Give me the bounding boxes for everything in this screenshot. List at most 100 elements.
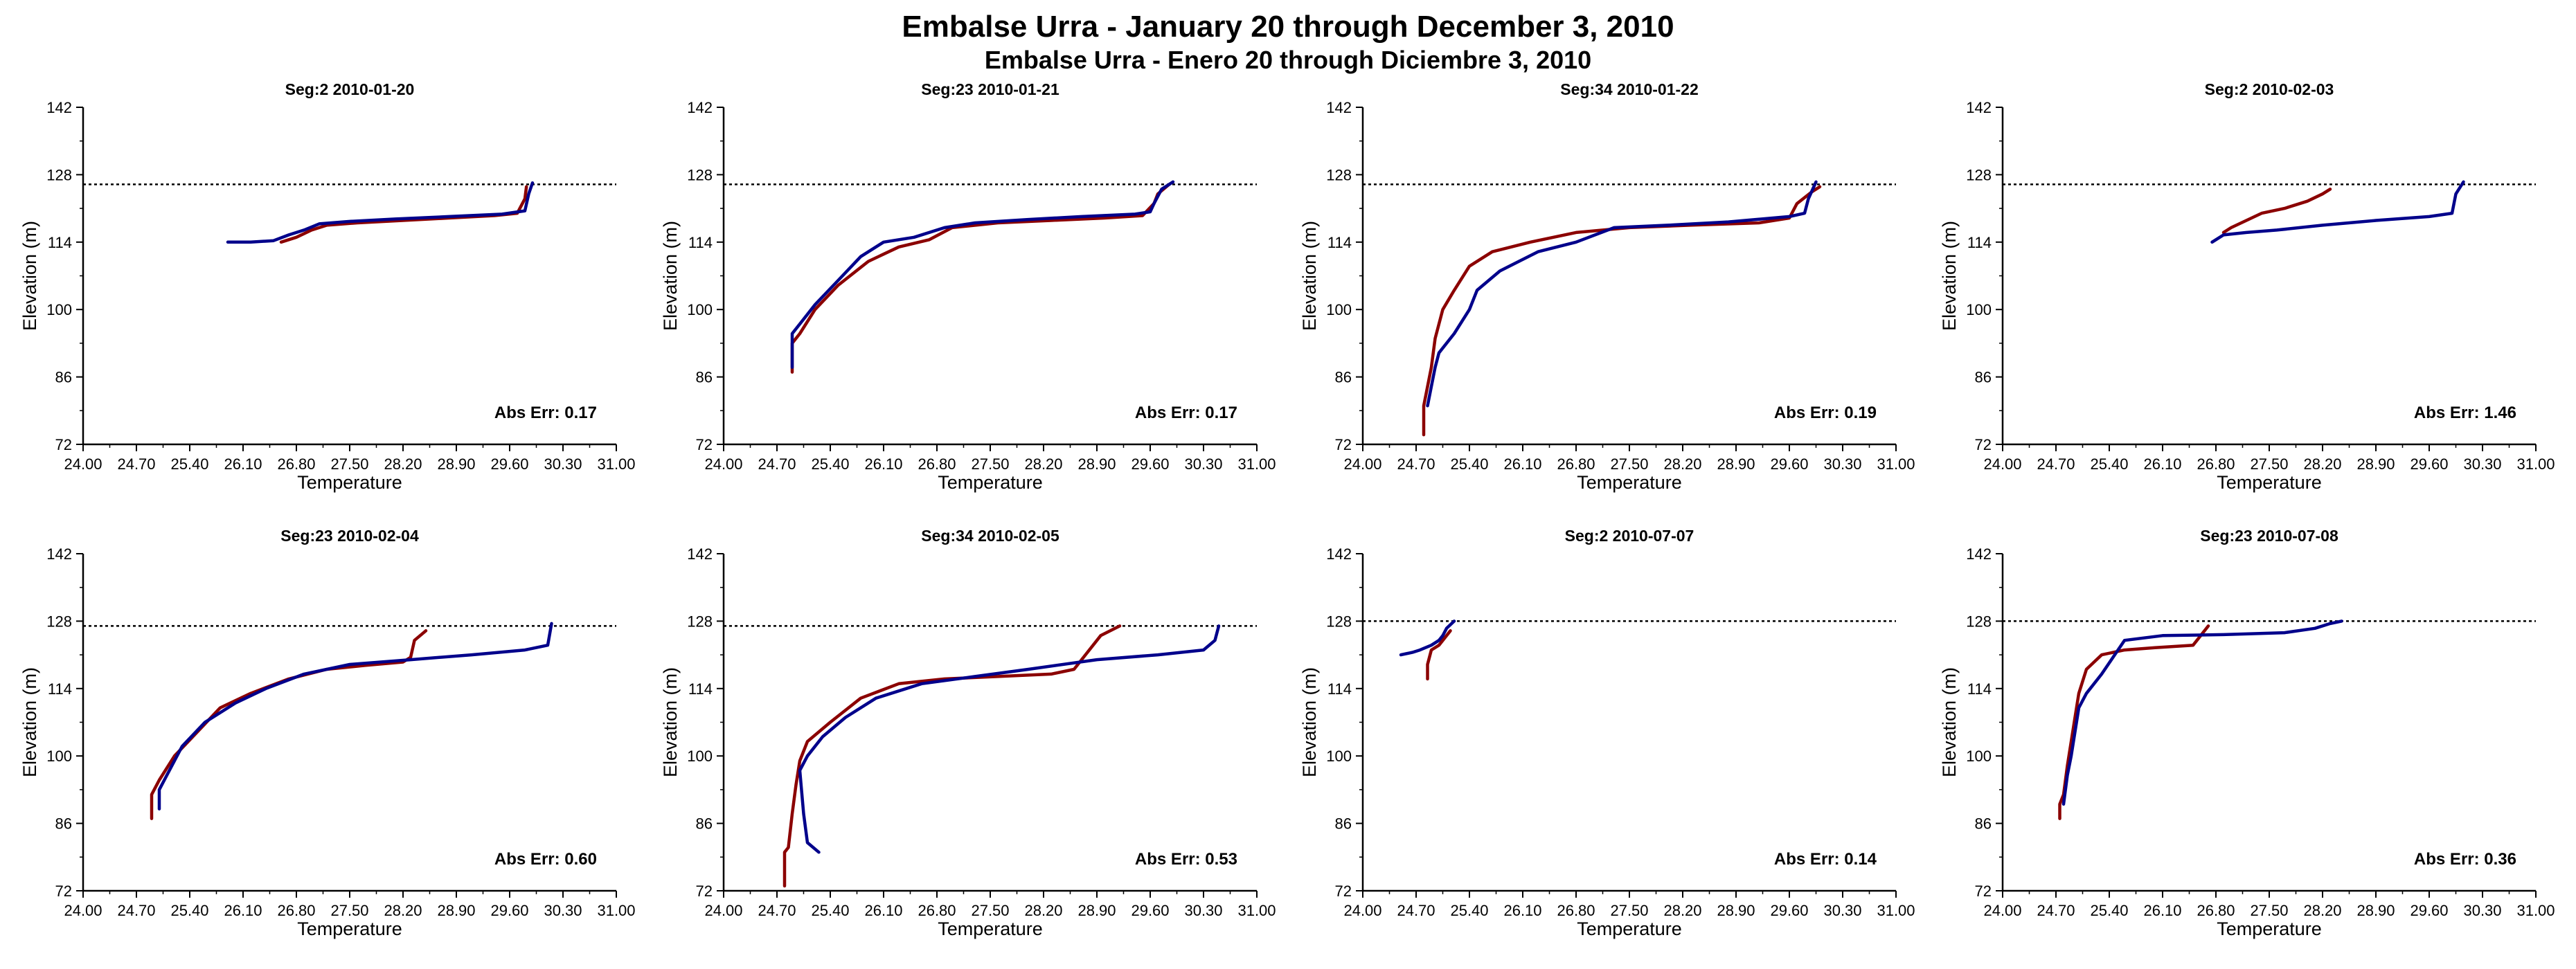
y-tick-label: 100 xyxy=(687,301,713,318)
series-line-1 xyxy=(782,624,1122,888)
chart-title: Seg:23 2010-01-21 xyxy=(921,80,1059,98)
chart-panel-1: Seg:2 2010-01-20 72 86 100 114 128 142 24.00 24.… xyxy=(19,80,636,493)
x-tick-label: 27.50 xyxy=(2250,455,2288,473)
y-tick-label: 100 xyxy=(46,748,72,765)
y-tick-label: 128 xyxy=(1966,166,1992,183)
x-tick-label: 24.00 xyxy=(64,455,102,473)
chart-title: Seg:23 2010-07-08 xyxy=(2200,527,2338,545)
y-tick-label: 142 xyxy=(1326,545,1352,563)
series-line-2 xyxy=(226,181,535,244)
x-tick-label: 25.40 xyxy=(1450,455,1488,473)
y-tick-label: 100 xyxy=(1966,301,1992,318)
series-line-2 xyxy=(2210,180,2465,244)
y-tick-label: 86 xyxy=(696,815,713,833)
x-tick-label: 31.00 xyxy=(1877,455,1915,473)
y-tick-label: 142 xyxy=(687,99,713,116)
x-tick-label: 30.30 xyxy=(1184,455,1222,473)
y-tick-label: 72 xyxy=(696,882,713,900)
y-tick-label: 72 xyxy=(55,436,72,453)
x-axis-label: Temperature xyxy=(297,472,402,493)
x-tick-label: 28.90 xyxy=(1077,455,1116,473)
chart-panel-8: Seg:23 2010-07-08 72 86 100 114 128 142 24.00 24… xyxy=(1939,527,2555,939)
y-tick-label: 114 xyxy=(1327,234,1352,251)
x-tick-label: 31.00 xyxy=(1237,455,1276,473)
y-tick-label: 114 xyxy=(688,680,713,698)
series-line-1 xyxy=(2058,624,2210,820)
y-axis-label: Elevation (m) xyxy=(1939,221,1960,331)
x-tick-label: 28.20 xyxy=(384,902,422,919)
x-axis-label: Temperature xyxy=(938,918,1043,939)
chart-title: Seg:2 2010-01-20 xyxy=(285,80,415,98)
series-line-1 xyxy=(2221,188,2332,235)
series-line-1 xyxy=(150,629,428,820)
x-tick-label: 24.00 xyxy=(1343,902,1381,919)
x-tick-label: 28.20 xyxy=(2303,902,2341,919)
x-tick-label: 30.30 xyxy=(1823,455,1861,473)
x-tick-label: 30.30 xyxy=(1184,902,1222,919)
y-axis-label: Elevation (m) xyxy=(660,221,681,331)
series-line-2 xyxy=(1426,180,1818,408)
y-tick-label: 114 xyxy=(1967,680,1992,698)
x-tick-label: 24.00 xyxy=(704,455,742,473)
series-line-2 xyxy=(790,180,1175,369)
y-tick-label: 128 xyxy=(1326,613,1352,630)
x-tick-label: 26.80 xyxy=(2197,455,2235,473)
x-tick-label: 28.90 xyxy=(1717,902,1755,919)
y-tick-label: 86 xyxy=(1975,815,1992,833)
x-tick-label: 28.20 xyxy=(1024,902,1062,919)
y-tick-label: 114 xyxy=(48,680,72,698)
x-tick-label: 26.80 xyxy=(2197,902,2235,919)
x-tick-label: 26.10 xyxy=(1503,902,1541,919)
series-line-2 xyxy=(798,624,1221,854)
x-tick-label: 24.00 xyxy=(1343,455,1381,473)
y-axis-label: Elevation (m) xyxy=(19,221,40,331)
chart-panel-2: Seg:23 2010-01-21 72 86 100 114 128 142 24.00 24… xyxy=(660,80,1276,493)
x-tick-label: 25.40 xyxy=(170,902,208,919)
y-tick-label: 142 xyxy=(1326,99,1352,116)
x-tick-label: 24.70 xyxy=(117,455,155,473)
x-tick-label: 28.20 xyxy=(384,455,422,473)
x-tick-label: 25.40 xyxy=(811,902,849,919)
chart-panel-5: Seg:23 2010-02-04 72 86 100 114 128 142 24.00 24… xyxy=(19,527,636,939)
x-tick-label: 24.70 xyxy=(758,902,796,919)
chart-title: Seg:2 2010-07-07 xyxy=(1565,527,1694,545)
chart-title: Seg:2 2010-02-03 xyxy=(2205,80,2334,98)
abs-err-annotation: Abs Err: 0.14 xyxy=(1774,850,1877,869)
x-tick-label: 28.20 xyxy=(1663,902,1701,919)
x-tick-label: 27.50 xyxy=(2250,902,2288,919)
x-tick-label: 24.70 xyxy=(2037,902,2075,919)
y-tick-label: 86 xyxy=(1335,815,1352,833)
y-tick-label: 100 xyxy=(1326,301,1352,318)
x-tick-label: 24.70 xyxy=(1397,455,1435,473)
x-tick-label: 30.30 xyxy=(544,902,582,919)
y-tick-label: 142 xyxy=(1966,545,1992,563)
x-tick-label: 29.60 xyxy=(2410,902,2448,919)
y-tick-label: 86 xyxy=(696,369,713,386)
series-line-2 xyxy=(2061,619,2343,806)
x-tick-label: 24.70 xyxy=(2037,455,2075,473)
x-tick-label: 25.40 xyxy=(2090,902,2128,919)
x-tick-label: 24.00 xyxy=(704,902,742,919)
y-tick-label: 142 xyxy=(1966,99,1992,116)
x-tick-label: 26.80 xyxy=(1557,902,1595,919)
y-tick-label: 72 xyxy=(1975,436,1992,453)
chart-panel-3: Seg:34 2010-01-22 72 86 100 114 128 142 24.00 24… xyxy=(1299,80,1915,493)
x-tick-label: 30.30 xyxy=(2463,455,2501,473)
y-tick-label: 128 xyxy=(46,613,72,630)
x-tick-label: 28.20 xyxy=(1024,455,1062,473)
y-tick-label: 100 xyxy=(1326,748,1352,765)
page-subtitle: Embalse Urra - Enero 20 through Diciembr… xyxy=(984,46,1592,74)
x-tick-label: 28.20 xyxy=(1663,455,1701,473)
x-tick-label: 31.00 xyxy=(2516,902,2555,919)
x-tick-label: 28.90 xyxy=(1717,455,1755,473)
x-tick-label: 26.10 xyxy=(864,902,902,919)
y-tick-label: 114 xyxy=(688,234,713,251)
x-tick-label: 31.00 xyxy=(2516,455,2555,473)
chart-title: Seg:34 2010-02-05 xyxy=(921,527,1059,545)
x-tick-label: 26.10 xyxy=(224,902,262,919)
x-tick-label: 31.00 xyxy=(597,455,635,473)
chart-title: Seg:23 2010-02-04 xyxy=(280,527,419,545)
y-tick-label: 86 xyxy=(1335,369,1352,386)
x-tick-label: 28.20 xyxy=(2303,455,2341,473)
chart-panel-7: Seg:2 2010-07-07 72 86 100 114 128 142 24.00 24.… xyxy=(1299,527,1915,939)
